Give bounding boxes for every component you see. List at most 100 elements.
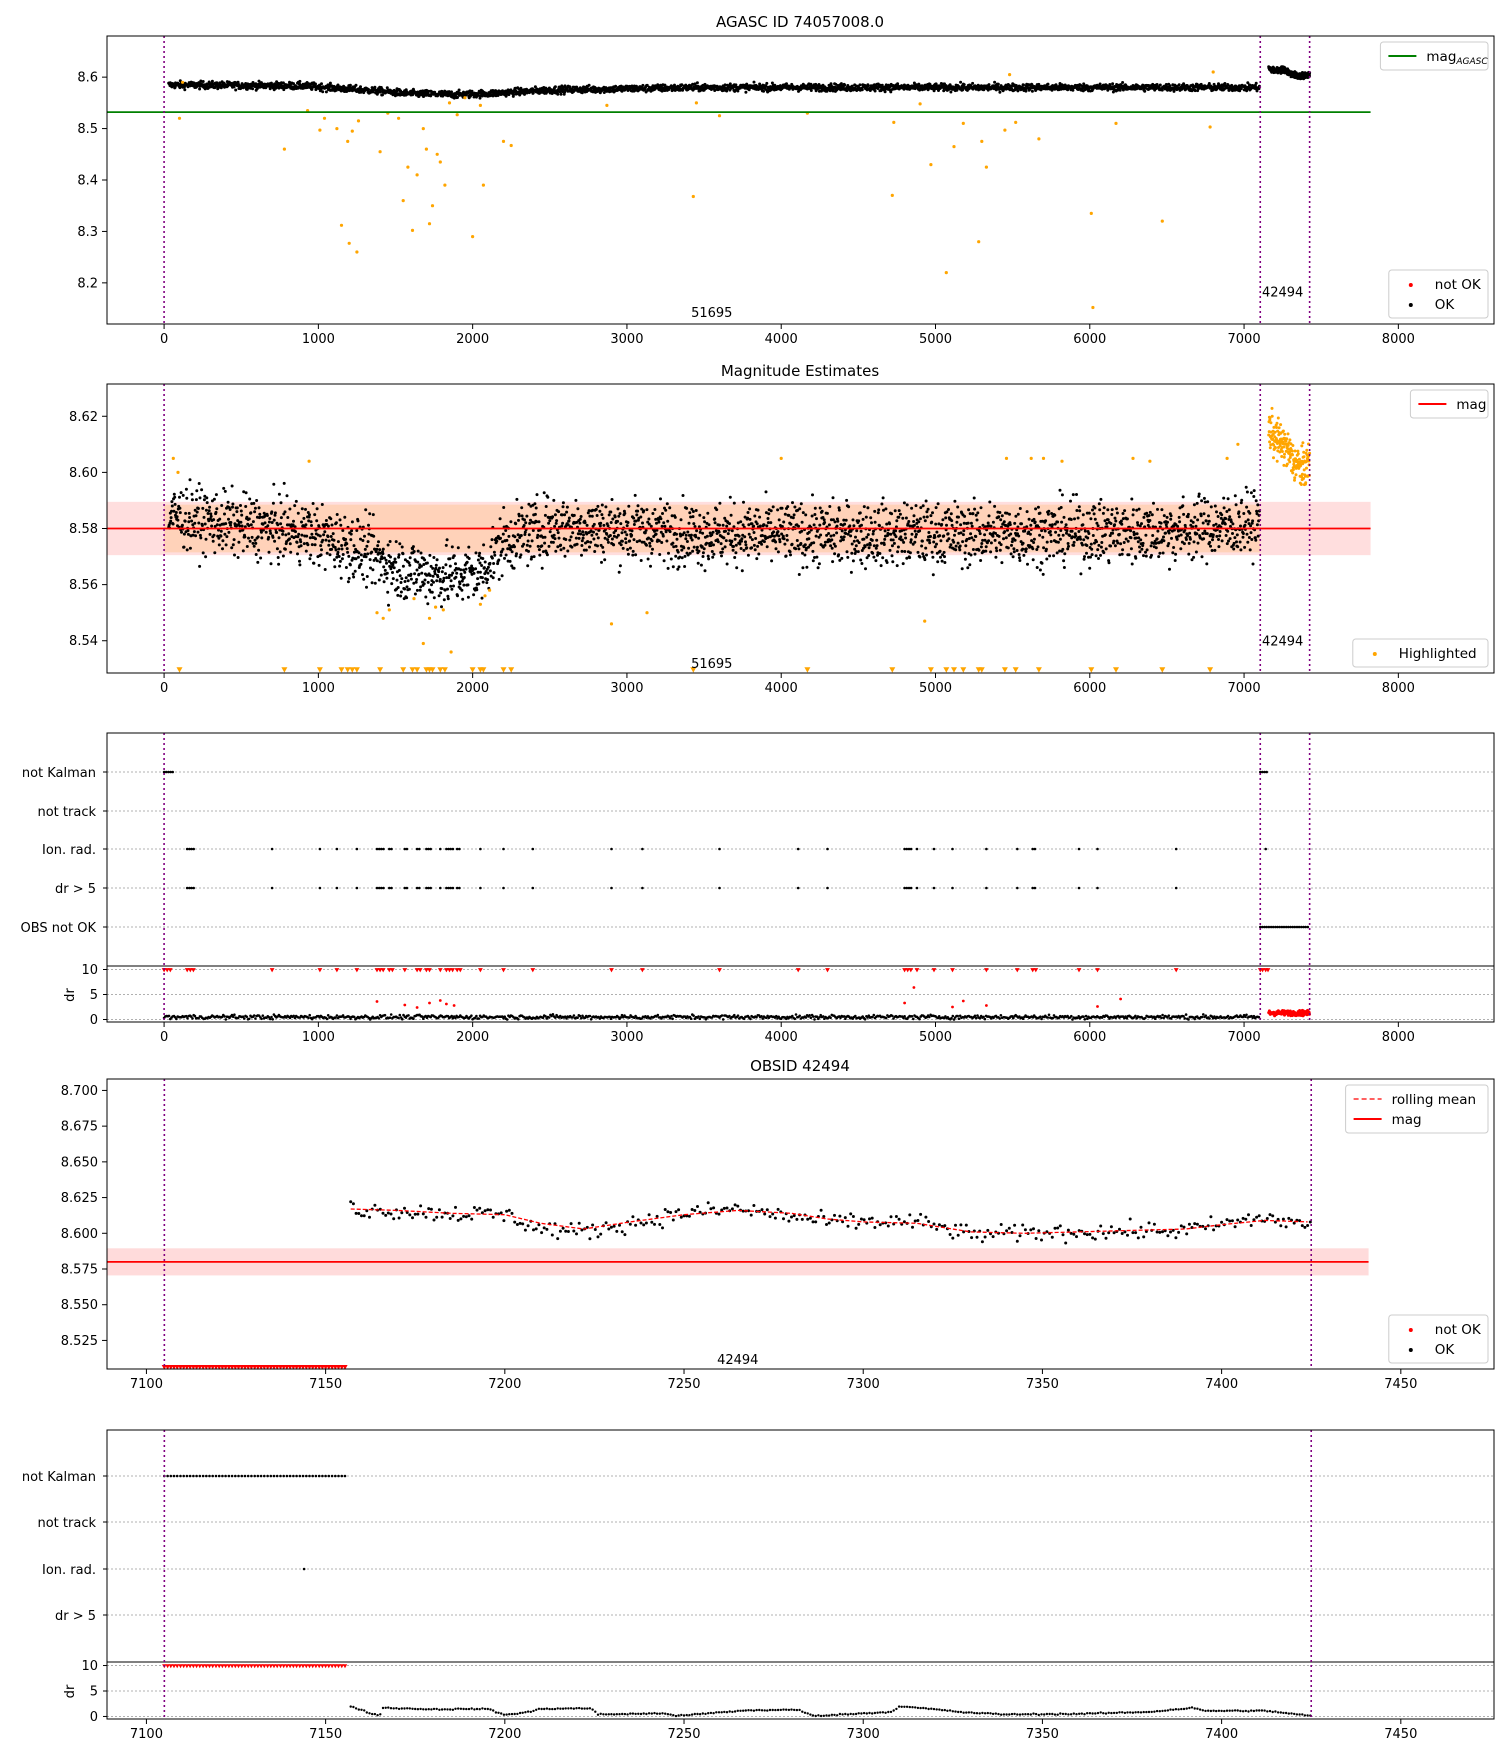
data-point [814,534,818,538]
data-point [1208,125,1212,129]
data-point [197,482,201,485]
data-point [320,503,324,506]
data-point [365,544,369,548]
data-point [219,529,223,533]
data-point [620,539,624,543]
data-point [436,575,440,579]
data-point [718,523,721,527]
data-point [282,481,286,485]
data-point [492,550,496,554]
data-point [765,524,769,528]
data-point [750,546,754,550]
data-point [347,576,351,580]
data-point [199,536,203,540]
data-point [998,90,1002,94]
data-point [748,535,752,539]
data-point [744,543,748,547]
data-point [739,520,743,524]
data-point [840,529,844,533]
data-point [273,511,277,515]
data-point [771,505,775,509]
data-point [925,515,929,519]
data-point [410,228,415,232]
data-point [336,550,340,554]
data-point [634,553,638,557]
data-point [486,565,490,569]
data-point [563,554,567,558]
data-point [408,563,412,567]
data-point [732,545,735,548]
data-point [528,521,532,525]
data-point [870,521,873,525]
data-point [874,559,878,563]
data-point [819,533,823,537]
data-point [569,535,573,539]
data-point [864,567,867,571]
data-point [381,552,385,556]
data-point [432,596,436,600]
data-point [204,537,208,541]
data-point [896,545,900,549]
data-point [812,541,816,545]
data-point [381,93,384,97]
data-point [341,529,345,532]
data-point [497,558,501,562]
data-point [364,555,368,559]
data-point [397,568,401,572]
data-point [217,543,221,547]
data-point [872,555,876,559]
data-point [373,85,377,89]
data-point [416,549,420,553]
data-point [925,510,929,514]
data-point [606,524,610,528]
legend: magAGASC [1379,41,1489,71]
data-point [231,505,234,509]
data-point [854,544,858,548]
data-point [234,88,238,92]
x-tick-label: 7000 [1228,332,1261,347]
data-point [299,540,303,544]
data-point [237,540,241,544]
data-point [682,531,686,535]
data-point [202,498,206,502]
data-point [776,530,780,534]
data-point [720,550,724,554]
data-point [916,550,920,554]
data-point [593,550,597,553]
data-point [888,548,892,552]
data-point [435,152,439,156]
data-point [791,516,795,520]
data-point [438,577,442,581]
data-point [517,514,521,518]
data-point [319,544,323,548]
data-point [394,560,398,564]
data-point [553,85,557,89]
data-point [533,512,537,516]
data-point [378,150,382,154]
data-point [713,521,717,525]
data-point [367,88,370,91]
data-point [702,547,706,551]
data-point [864,515,868,519]
data-point [434,566,438,570]
data-point [513,535,517,539]
data-point [687,546,691,550]
data-point [653,508,657,511]
data-point [1014,120,1018,124]
data-point [178,511,182,515]
data-point [512,566,516,570]
data-point [355,529,359,532]
data-point [399,594,403,598]
data-point [356,519,360,523]
data-point [685,540,689,543]
data-point [359,85,362,89]
data-point [285,494,289,498]
data-point [904,516,908,520]
data-point [249,523,253,527]
data-point [756,544,760,548]
data-point [474,551,478,555]
x-tick-label: 5000 [919,332,952,347]
data-point [326,524,330,528]
data-point [365,575,369,578]
data-point [232,538,236,542]
